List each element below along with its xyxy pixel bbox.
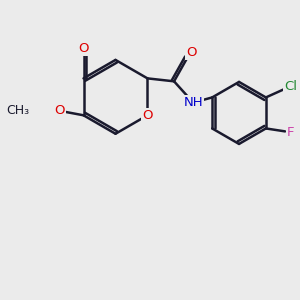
Text: CH₃: CH₃ [6,104,29,117]
Text: O: O [55,104,65,117]
Text: Cl: Cl [284,80,297,93]
Text: NH: NH [183,96,203,109]
Text: O: O [78,42,89,55]
Text: O: O [142,109,153,122]
Text: F: F [286,126,294,140]
Text: O: O [187,46,197,59]
